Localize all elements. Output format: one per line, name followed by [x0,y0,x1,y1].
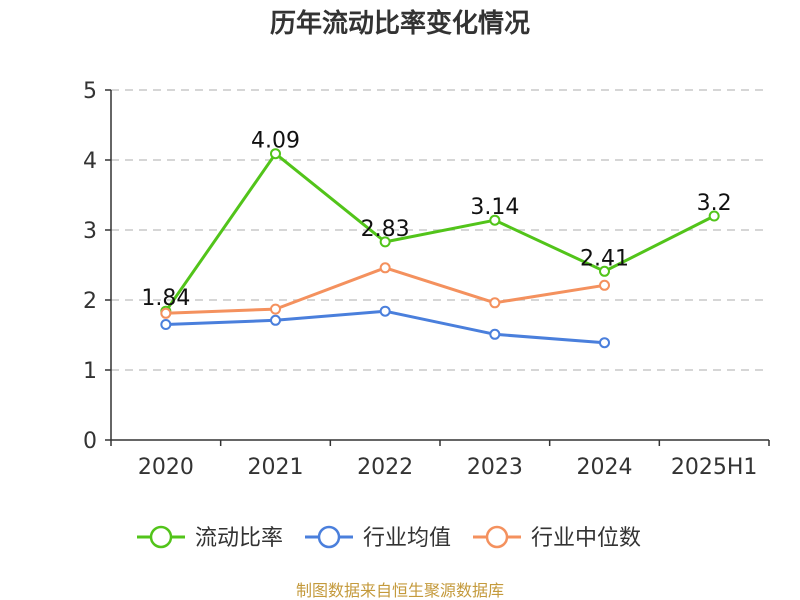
axes: 0 1 2 3 4 5 2020 2021 2022 2023 2024 2025H1 [83,79,770,480]
y-tick-label: 0 [83,429,97,454]
data-point [160,319,172,330]
data-label: 1.84 [141,286,190,311]
data-point [270,314,281,326]
series-line-0 [164,152,715,313]
data-labels: 1.84 4.09 2.83 3.14 2.41 3.2 [141,129,731,312]
legend-marker-icon [485,525,509,549]
legend-label: 行业均值 [363,526,451,551]
data-point [379,236,391,248]
legend-item-0[interactable]: 流动比率 [137,525,283,551]
y-tick-label: 2 [83,289,97,314]
data-point [599,337,610,349]
data-point [160,307,172,319]
y-tick-label: 1 [83,359,97,384]
source-note: 制图数据来自恒生聚源数据库 [296,581,504,600]
legend-item-2[interactable]: 行业中位数 [473,525,641,551]
legend-label: 流动比率 [195,526,283,551]
data-point [489,297,501,309]
data-label: 3.14 [470,195,519,220]
x-tick-label: 2025H1 [671,455,758,480]
legend-marker-icon [149,525,173,549]
data-point [379,262,391,274]
data-label: 4.09 [251,129,300,154]
data-point [599,279,610,291]
data-label: 2.83 [361,217,410,242]
x-tick-label: 2024 [577,455,633,480]
data-point [599,265,610,277]
data-point [489,328,501,340]
series-lines [160,148,720,349]
x-tick-label: 2021 [248,455,304,480]
x-tick-label: 2020 [138,455,194,480]
x-tick-label: 2022 [357,455,413,480]
data-point [708,210,720,222]
legend-label: 行业中位数 [531,526,641,551]
data-point [379,305,391,317]
legend-marker-icon [317,525,341,549]
y-tick-label: 3 [83,219,97,244]
data-label: 3.2 [697,191,732,216]
legend-item-1[interactable]: 行业均值 [305,525,451,551]
data-label: 2.41 [580,246,629,271]
data-point [270,303,281,315]
data-point [489,214,501,226]
x-tick-label: 2023 [467,455,523,480]
y-tick-label: 5 [83,79,97,104]
chart-title: 历年流动比率变化情况 [270,8,530,39]
y-tick-label: 4 [83,149,97,174]
data-point [270,148,281,160]
legend[interactable]: 流动比率 行业均值 行业中位数 [137,525,641,551]
